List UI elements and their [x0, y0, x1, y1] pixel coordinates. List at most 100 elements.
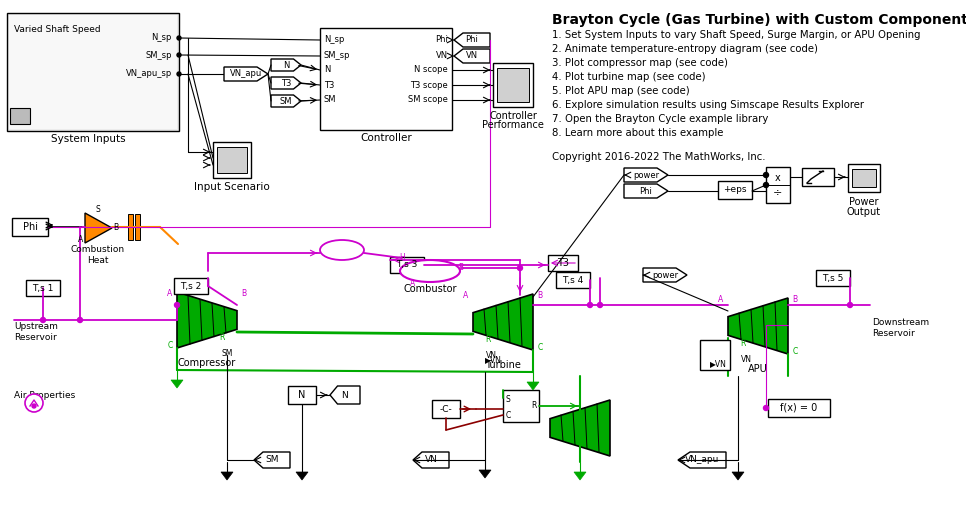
Text: 1. Set System Inputs to vary Shaft Speed, Surge Margin, or APU Opening: 1. Set System Inputs to vary Shaft Speed… — [552, 30, 921, 40]
Polygon shape — [177, 292, 237, 348]
Bar — [213, 142, 251, 178]
Text: SM: SM — [324, 95, 336, 104]
Polygon shape — [624, 168, 668, 182]
Text: Power: Power — [849, 197, 879, 207]
Text: Input Scenario: Input Scenario — [194, 182, 270, 192]
Text: VN: VN — [486, 350, 497, 360]
Circle shape — [177, 72, 181, 76]
Circle shape — [763, 405, 769, 411]
Text: Phi: Phi — [466, 35, 478, 45]
Bar — [556, 272, 590, 288]
Bar — [548, 255, 578, 271]
Text: SM: SM — [221, 348, 233, 358]
Ellipse shape — [320, 240, 364, 260]
Text: R: R — [485, 335, 491, 345]
Text: T,s 3: T,s 3 — [396, 261, 417, 269]
Text: -C-: -C- — [440, 404, 452, 414]
Text: 7. Open the Brayton Cycle example library: 7. Open the Brayton Cycle example librar… — [552, 114, 768, 124]
Circle shape — [177, 36, 181, 40]
Polygon shape — [678, 452, 726, 468]
Text: 5. Plot APU map (see code): 5. Plot APU map (see code) — [552, 86, 690, 96]
Bar — [9, 15, 177, 129]
Text: A: A — [78, 236, 84, 244]
Polygon shape — [454, 33, 490, 47]
Bar — [26, 280, 60, 296]
Text: SM: SM — [280, 97, 293, 105]
Circle shape — [763, 172, 769, 177]
Text: C: C — [792, 347, 798, 356]
Text: ÷: ÷ — [774, 187, 782, 197]
Text: C: C — [167, 340, 173, 349]
Text: Copyright 2016-2022 The MathWorks, Inc.: Copyright 2016-2022 The MathWorks, Inc. — [552, 152, 765, 162]
Text: power: power — [633, 171, 659, 180]
Text: Downstream
Reservoir: Downstream Reservoir — [872, 318, 929, 338]
Text: ▶VN: ▶VN — [485, 356, 502, 364]
Text: VN_apu_sp: VN_apu_sp — [126, 70, 172, 78]
Text: Turbine: Turbine — [485, 360, 521, 370]
Text: B: B — [792, 295, 798, 305]
Text: N: N — [342, 390, 349, 400]
Bar — [493, 63, 533, 107]
Text: ▶VN: ▶VN — [710, 360, 726, 368]
Bar — [320, 28, 452, 130]
Circle shape — [25, 394, 43, 412]
Text: N_sp: N_sp — [324, 35, 344, 45]
Text: T3: T3 — [281, 78, 291, 88]
Text: f(x) = 0: f(x) = 0 — [781, 403, 817, 413]
Polygon shape — [271, 77, 301, 89]
Text: VN: VN — [425, 456, 438, 465]
Polygon shape — [732, 472, 744, 480]
Text: Controller: Controller — [489, 111, 537, 121]
Text: B: B — [113, 224, 119, 233]
Text: SM_sp: SM_sp — [146, 50, 172, 60]
Bar — [768, 399, 830, 417]
Text: Compressor: Compressor — [178, 358, 236, 368]
Circle shape — [175, 303, 180, 307]
Text: 4. Plot turbine map (see code): 4. Plot turbine map (see code) — [552, 72, 705, 82]
Text: T3: T3 — [324, 80, 334, 89]
Polygon shape — [728, 298, 788, 354]
Text: SM scope: SM scope — [408, 95, 448, 104]
Polygon shape — [171, 380, 183, 388]
Text: T3 scope: T3 scope — [411, 80, 448, 89]
Ellipse shape — [400, 260, 460, 282]
Text: power: power — [652, 270, 678, 280]
Text: C: C — [537, 343, 543, 351]
Polygon shape — [221, 472, 233, 480]
Text: N: N — [283, 61, 289, 70]
Text: B: B — [242, 290, 246, 298]
Circle shape — [847, 303, 853, 307]
Circle shape — [77, 318, 82, 322]
Polygon shape — [271, 95, 301, 107]
Bar — [217, 147, 247, 173]
Text: T,s 4: T,s 4 — [562, 276, 583, 284]
Text: B: B — [459, 264, 464, 272]
Text: R: R — [531, 402, 537, 411]
Bar — [174, 278, 208, 294]
Text: N: N — [324, 65, 330, 75]
Text: x: x — [775, 173, 781, 183]
Polygon shape — [643, 268, 687, 282]
Circle shape — [598, 303, 603, 307]
Text: SM_sp: SM_sp — [324, 51, 351, 61]
Text: A: A — [167, 290, 173, 298]
Text: VN_apu: VN_apu — [685, 456, 720, 465]
Text: S: S — [506, 395, 511, 404]
Bar — [700, 340, 730, 370]
Text: 3. Plot compressor map (see code): 3. Plot compressor map (see code) — [552, 58, 728, 68]
Bar — [7, 13, 179, 131]
Text: C: C — [506, 411, 511, 419]
Bar — [10, 108, 30, 124]
Circle shape — [177, 53, 181, 57]
Text: A: A — [719, 295, 724, 305]
Text: Controller: Controller — [360, 133, 412, 143]
Text: Output: Output — [847, 207, 881, 217]
Text: +eps: +eps — [724, 185, 747, 195]
Text: N scope: N scope — [414, 65, 448, 75]
Text: 2. Animate temperature-entropy diagram (see code): 2. Animate temperature-entropy diagram (… — [552, 44, 818, 54]
Circle shape — [518, 266, 523, 270]
Text: VN: VN — [741, 354, 752, 363]
Polygon shape — [254, 452, 290, 468]
Polygon shape — [574, 472, 586, 480]
Bar — [432, 400, 460, 418]
